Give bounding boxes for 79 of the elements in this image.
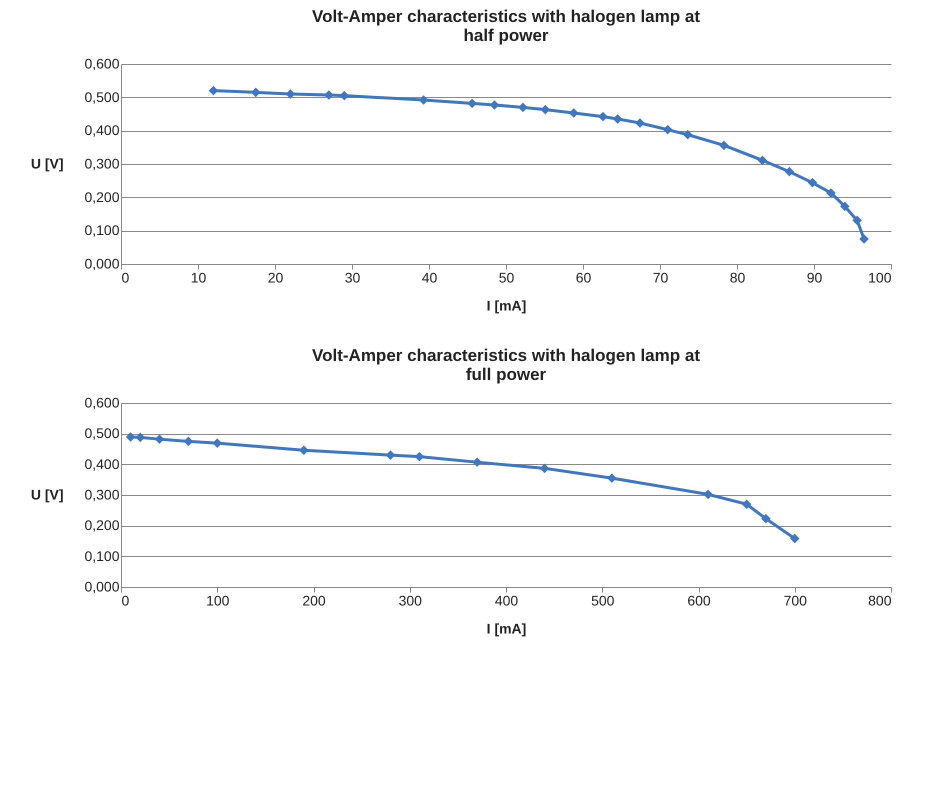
- point: [612, 114, 622, 124]
- point: [340, 90, 350, 100]
- y-axis-title: U [V]: [30, 486, 64, 502]
- y-axis-title: U [V]: [30, 156, 64, 172]
- point: [418, 95, 428, 105]
- x-tick-label: 30: [344, 270, 360, 286]
- y-tick-label: 0,400: [84, 456, 120, 472]
- y-tick-label: 0,400: [84, 122, 120, 138]
- point: [790, 534, 800, 544]
- x-tick-label: 50: [498, 270, 514, 286]
- point: [472, 457, 482, 467]
- x-tick-label: 100: [206, 592, 230, 608]
- x-tick-label: 300: [398, 592, 422, 608]
- point: [540, 464, 550, 474]
- point: [742, 499, 752, 509]
- x-tick-label: 40: [422, 270, 438, 286]
- x-tick-label: 90: [806, 270, 822, 286]
- y-tick-label: 0,200: [84, 188, 120, 205]
- point: [184, 436, 194, 446]
- y-tick-label: 0,100: [84, 222, 120, 238]
- x-tick-label: 70: [652, 270, 668, 286]
- point: [490, 100, 500, 110]
- y-tick-label: 0,600: [84, 56, 120, 72]
- x-tick-label: 500: [591, 592, 615, 608]
- point: [826, 188, 836, 198]
- y-tick-label: 0,300: [84, 486, 120, 502]
- point: [154, 434, 164, 444]
- point: [840, 202, 850, 212]
- point: [386, 450, 396, 460]
- point: [719, 140, 729, 150]
- y-tick-label: 0,500: [84, 88, 120, 105]
- y-tick-label: 0,500: [84, 425, 120, 442]
- point: [540, 104, 550, 114]
- x-tick-label: 10: [190, 270, 206, 286]
- x-tick-label: 80: [730, 270, 746, 286]
- point: [136, 432, 145, 442]
- point: [635, 118, 645, 128]
- point: [299, 445, 309, 455]
- point: [607, 473, 617, 483]
- y-tick-label: 0,300: [84, 156, 120, 172]
- x-axis-title: I [mA]: [486, 298, 526, 314]
- x-tick-label: 400: [494, 592, 518, 608]
- point: [761, 514, 771, 524]
- point: [758, 156, 768, 166]
- point: [703, 490, 713, 500]
- point: [569, 108, 579, 118]
- point: [212, 438, 222, 448]
- x-tick-label: 100: [868, 270, 892, 286]
- y-tick-label: 0,000: [84, 578, 120, 594]
- point: [414, 452, 424, 462]
- x-tick-label: 0: [122, 592, 130, 608]
- point: [286, 89, 296, 99]
- y-tick-label: 0,600: [84, 394, 120, 410]
- point: [208, 86, 218, 96]
- point: [852, 216, 862, 226]
- x-tick-label: 60: [576, 270, 592, 286]
- x-tick-label: 600: [687, 592, 711, 608]
- point: [598, 112, 608, 122]
- x-tick-label: 700: [784, 592, 808, 608]
- point: [859, 234, 869, 244]
- y-tick-label: 0,200: [84, 517, 120, 534]
- point: [324, 90, 334, 100]
- point: [251, 88, 260, 98]
- point: [518, 102, 528, 112]
- y-tick-label: 0,000: [84, 256, 120, 272]
- point: [784, 166, 794, 176]
- x-tick-label: 800: [868, 592, 892, 608]
- point: [682, 130, 692, 140]
- chart-title: Volt-Amper characteristics with halogen lamp at full power: [312, 346, 700, 384]
- x-tick-label: 20: [268, 270, 284, 286]
- y-tick-label: 0,100: [84, 548, 120, 564]
- x-tick-label: 200: [302, 592, 326, 608]
- point: [467, 98, 477, 108]
- point: [126, 432, 136, 442]
- point: [662, 124, 672, 134]
- chart-title: Volt-Amper characteristics with halogen lamp at half power: [312, 7, 700, 45]
- x-axis-title: I [mA]: [486, 620, 526, 636]
- point: [808, 178, 818, 188]
- x-tick-label: 0: [122, 270, 130, 286]
